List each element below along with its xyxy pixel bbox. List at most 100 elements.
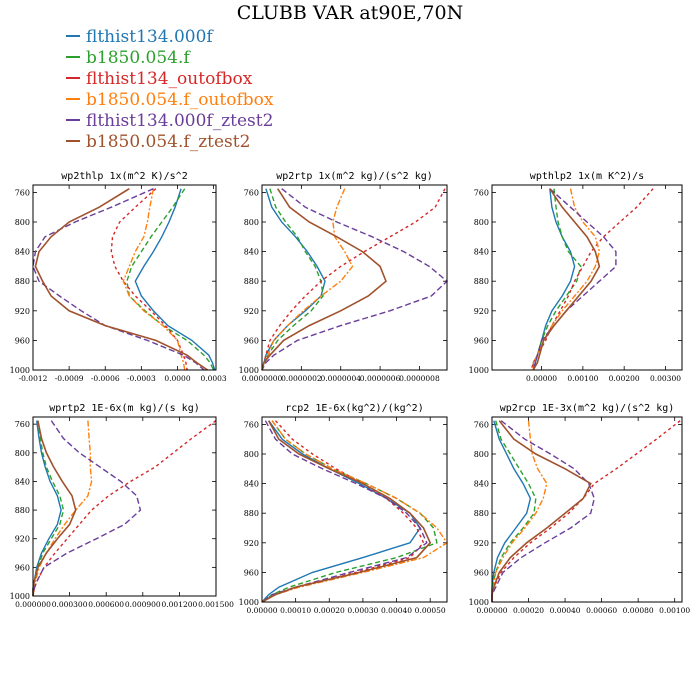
y-tick-label: 840 — [474, 248, 489, 257]
y-tick-label: 880 — [244, 277, 259, 286]
series-line — [32, 188, 205, 371]
series-line — [261, 188, 324, 371]
y-tick-label: 880 — [474, 509, 489, 518]
x-tick-label: 0.000000 — [15, 600, 51, 609]
legend-label: flthist134.000f — [86, 27, 213, 47]
series-line — [532, 188, 601, 371]
legend-item: flthist134_outofbox — [66, 69, 273, 90]
legend-item: b1850.054.f_outofbox — [66, 90, 273, 111]
x-tick-label: 0.00040 — [381, 606, 412, 615]
x-tick-label: 0.00050 — [415, 606, 446, 615]
y-tick-label: 880 — [15, 277, 30, 286]
series-line — [261, 188, 387, 371]
series-line — [261, 420, 425, 603]
x-tick-label: 0.000900 — [125, 600, 161, 609]
y-tick-label: 800 — [244, 218, 259, 227]
series-line — [32, 420, 77, 596]
y-tick-label: 1000 — [239, 598, 259, 607]
legend-label: b1850.054.f_outofbox — [86, 90, 274, 110]
series-line — [491, 420, 537, 602]
legend-swatch — [66, 77, 80, 79]
plot-frame — [261, 184, 448, 371]
x-tick-label: 0.0000006 — [360, 374, 401, 383]
series-line — [491, 420, 596, 602]
x-tick-label: 0.00100 — [659, 606, 690, 615]
y-tick-label: 1000 — [469, 366, 489, 375]
series-line — [532, 188, 601, 370]
x-tick-label: 0.00060 — [586, 606, 617, 615]
y-tick-label: 760 — [244, 420, 259, 429]
legend-swatch — [66, 98, 80, 100]
y-tick-label: 920 — [244, 307, 259, 316]
series-line — [34, 188, 209, 371]
x-tick-label: 0.0003 — [200, 374, 226, 383]
plot-frame — [261, 416, 448, 603]
y-tick-label: 800 — [15, 449, 30, 458]
y-tick-label: 1000 — [469, 598, 489, 607]
series-line — [261, 420, 421, 603]
figure-title: CLUBB VAR at90E,70N — [236, 2, 464, 24]
y-tick-label: 760 — [474, 188, 489, 197]
y-tick-label: 1000 — [239, 366, 259, 375]
series-line — [110, 188, 188, 371]
x-tick-label: 0.0000 — [164, 374, 190, 383]
x-tick-label: 0.000300 — [52, 600, 88, 609]
series-line — [32, 420, 142, 597]
y-tick-label: 1000 — [10, 592, 30, 601]
legend: flthist134.000f b1850.054.f flthist134_o… — [66, 27, 273, 153]
series-line — [532, 188, 576, 371]
y-tick-label: 960 — [244, 568, 259, 577]
x-tick-label: 0.00020 — [314, 606, 345, 615]
series-line — [134, 188, 216, 371]
x-tick-label: 0.00000 — [526, 374, 557, 383]
legend-swatch — [66, 56, 80, 58]
series-line — [491, 420, 592, 602]
panel-title: wpthlp2 1x(m K^2)/s — [530, 171, 644, 182]
y-tick-label: 920 — [15, 535, 30, 544]
y-tick-label: 960 — [15, 336, 30, 345]
series-line — [532, 188, 617, 371]
y-tick-label: 760 — [15, 420, 30, 429]
legend-item: flthist134.000f_ztest2 — [66, 111, 273, 132]
y-tick-label: 800 — [15, 218, 30, 227]
y-tick-label: 920 — [474, 307, 489, 316]
series-line — [261, 420, 438, 603]
legend-label: flthist134.000f_ztest2 — [86, 111, 274, 131]
x-tick-label: -0.0009 — [55, 374, 84, 383]
x-tick-label: -0.0003 — [127, 374, 156, 383]
series-line — [261, 420, 432, 603]
x-tick-label: 0.00040 — [550, 606, 581, 615]
x-tick-label: 0.00300 — [650, 374, 681, 383]
series-line — [491, 420, 681, 602]
y-tick-label: 960 — [474, 336, 489, 345]
y-tick-label: 920 — [474, 539, 489, 548]
panel-title: wprtp2 1E-6x(m kg)/(s kg) — [49, 403, 200, 414]
y-tick-label: 760 — [474, 420, 489, 429]
y-tick-label: 880 — [15, 506, 30, 515]
x-tick-label: 0.001200 — [162, 600, 198, 609]
x-tick-label: 0.0000000 — [242, 374, 283, 383]
plot-frame — [491, 184, 683, 371]
x-tick-label: 0.001500 — [198, 600, 234, 609]
legend-swatch — [66, 119, 80, 121]
y-tick-label: 880 — [474, 277, 489, 286]
y-tick-label: 920 — [15, 307, 30, 316]
y-tick-label: 840 — [244, 480, 259, 489]
y-tick-label: 800 — [474, 450, 489, 459]
plot-frame — [32, 184, 217, 371]
x-tick-label: -0.0006 — [91, 374, 120, 383]
x-tick-label: 0.0000004 — [320, 374, 361, 383]
x-tick-label: 0.00200 — [609, 374, 640, 383]
x-tick-label: 0.00030 — [347, 606, 378, 615]
x-tick-label: 0.00010 — [280, 606, 311, 615]
legend-label: b1850.054.f_ztest2 — [86, 132, 251, 152]
legend-label: b1850.054.f — [86, 48, 190, 68]
y-tick-label: 960 — [474, 568, 489, 577]
y-tick-label: 840 — [15, 248, 30, 257]
series-line — [261, 188, 449, 371]
y-tick-label: 840 — [15, 477, 30, 486]
x-tick-label: 0.00100 — [567, 374, 598, 383]
x-tick-label: 0.00020 — [513, 606, 544, 615]
y-tick-label: 920 — [244, 539, 259, 548]
